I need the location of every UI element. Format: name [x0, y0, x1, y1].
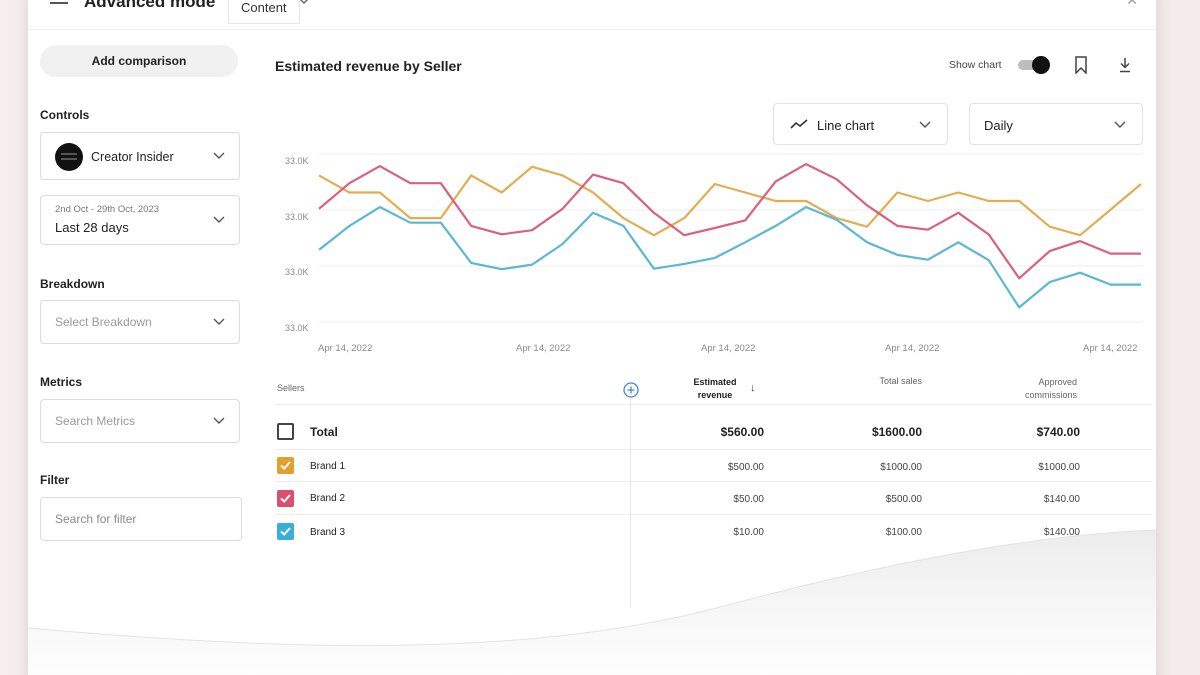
chevron-down-icon	[213, 152, 225, 159]
chevron-down-icon	[919, 121, 931, 128]
row-name: Total	[310, 425, 338, 439]
breakdown-placeholder: Select Breakdown	[55, 315, 152, 329]
add-column-icon[interactable]	[623, 382, 639, 398]
column-header-sellers: Sellers	[277, 383, 305, 393]
app-title: Advanced mode	[84, 0, 216, 11]
chevron-down-icon	[213, 216, 225, 223]
date-range-label: Last 28 days	[55, 220, 129, 235]
y-tick-label: 33.0K	[285, 212, 309, 222]
top-bar: Advanced mode Content ✕	[28, 0, 1156, 30]
tab-content[interactable]: Content	[228, 0, 300, 24]
x-tick-label: Apr 14, 2022	[318, 343, 373, 354]
line-chart	[318, 153, 1143, 323]
cell-sales: $1600.00	[871, 425, 922, 439]
app-window: Advanced mode Content ✕ Add comparison C…	[28, 0, 1156, 675]
add-comparison-button[interactable]: Add comparison	[40, 45, 238, 77]
background-left	[0, 0, 28, 675]
divider	[275, 514, 1153, 515]
cell-revenue: $560.00	[720, 425, 764, 439]
metrics-label: Metrics	[40, 375, 83, 389]
chart-type-label: Line chart	[817, 118, 875, 133]
chevron-down-icon	[213, 417, 225, 424]
date-range-selector[interactable]: 2nd Oct - 29th Oct, 2023 Last 28 days	[40, 195, 240, 245]
series-line-brand-2[interactable]	[318, 163, 1141, 280]
hamburger-menu-icon[interactable]	[50, 0, 68, 10]
avatar	[55, 143, 83, 171]
y-tick-label: 33.0K	[285, 323, 309, 333]
date-range-text: 2nd Oct - 29th Oct, 2023	[55, 204, 160, 215]
cell-commissions: $140.00	[1043, 494, 1080, 505]
filter-search-input[interactable]: Search for filter	[40, 497, 242, 541]
show-chart-label: Show chart	[949, 59, 1002, 71]
granularity-select[interactable]: Daily	[969, 103, 1143, 145]
chevron-down-icon	[213, 318, 225, 325]
metrics-search[interactable]: Search Metrics	[40, 399, 240, 443]
controls-label: Controls	[40, 108, 90, 122]
chevron-down-icon	[1114, 121, 1126, 128]
brand-2-checkbox[interactable]	[277, 490, 294, 507]
cell-revenue: $10.00	[733, 527, 764, 538]
cell-revenue: $50.00	[733, 494, 764, 505]
y-tick-label: 33.0K	[285, 267, 309, 277]
cell-sales: $1000.00	[880, 462, 922, 473]
divider	[275, 449, 1153, 450]
page-curl-decoration	[28, 529, 1156, 675]
show-chart-toggle[interactable]	[1018, 56, 1050, 74]
channel-selector[interactable]: Creator Insider	[40, 132, 240, 180]
total-checkbox[interactable]	[277, 423, 294, 440]
y-tick-label: 33.0K	[285, 156, 309, 166]
cell-commissions: $1000.00	[1038, 462, 1080, 473]
brand-3-checkbox[interactable]	[277, 523, 294, 540]
row-name: Brand 1	[310, 461, 346, 472]
x-tick-label: Apr 14, 2022	[885, 343, 940, 354]
line-chart-icon	[790, 119, 808, 129]
chevron-down-icon[interactable]	[298, 0, 310, 6]
granularity-label: Daily	[984, 118, 1013, 133]
filter-label: Filter	[40, 473, 70, 487]
cell-sales: $100.00	[885, 527, 922, 538]
metrics-placeholder: Search Metrics	[55, 414, 136, 428]
divider	[275, 404, 1153, 405]
breakdown-select[interactable]: Select Breakdown	[40, 300, 240, 344]
row-name: Brand 2	[310, 493, 346, 504]
x-tick-label: Apr 14, 2022	[1083, 343, 1138, 354]
cell-commissions: $740.00	[1036, 425, 1080, 439]
divider	[275, 481, 1153, 482]
close-icon[interactable]: ✕	[1126, 0, 1138, 8]
row-name: Brand 3	[310, 527, 346, 538]
column-header-estimated-revenue[interactable]: Estimated revenue	[693, 377, 737, 401]
column-header-total-sales[interactable]: Total sales	[879, 376, 922, 386]
cell-commissions: $140.00	[1043, 527, 1080, 538]
cell-sales: $500.00	[885, 494, 922, 505]
series-line-brand-1[interactable]	[318, 165, 1142, 237]
background-right	[1156, 0, 1200, 675]
brand-1-checkbox[interactable]	[277, 457, 294, 474]
divider	[630, 398, 631, 608]
column-header-approved-commissions[interactable]: Approved commissions	[1024, 377, 1077, 401]
channel-name: Creator Insider	[91, 150, 174, 164]
bookmark-icon[interactable]	[1074, 56, 1088, 74]
breakdown-label: Breakdown	[40, 277, 105, 291]
x-tick-label: Apr 14, 2022	[701, 343, 756, 354]
sort-arrow-icon[interactable]: ↓	[750, 382, 756, 394]
chart-title: Estimated revenue by Seller	[275, 58, 462, 74]
x-tick-label: Apr 14, 2022	[516, 343, 571, 354]
chart-type-select[interactable]: Line chart	[773, 103, 948, 145]
series-line-brand-3[interactable]	[318, 205, 1141, 309]
filter-placeholder: Search for filter	[55, 512, 137, 526]
cell-revenue: $500.00	[727, 462, 764, 473]
download-icon[interactable]	[1118, 57, 1132, 73]
